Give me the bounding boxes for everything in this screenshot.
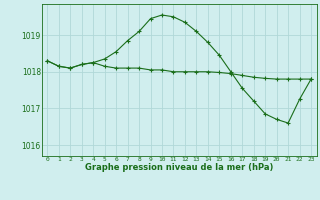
X-axis label: Graphe pression niveau de la mer (hPa): Graphe pression niveau de la mer (hPa) <box>85 163 273 172</box>
